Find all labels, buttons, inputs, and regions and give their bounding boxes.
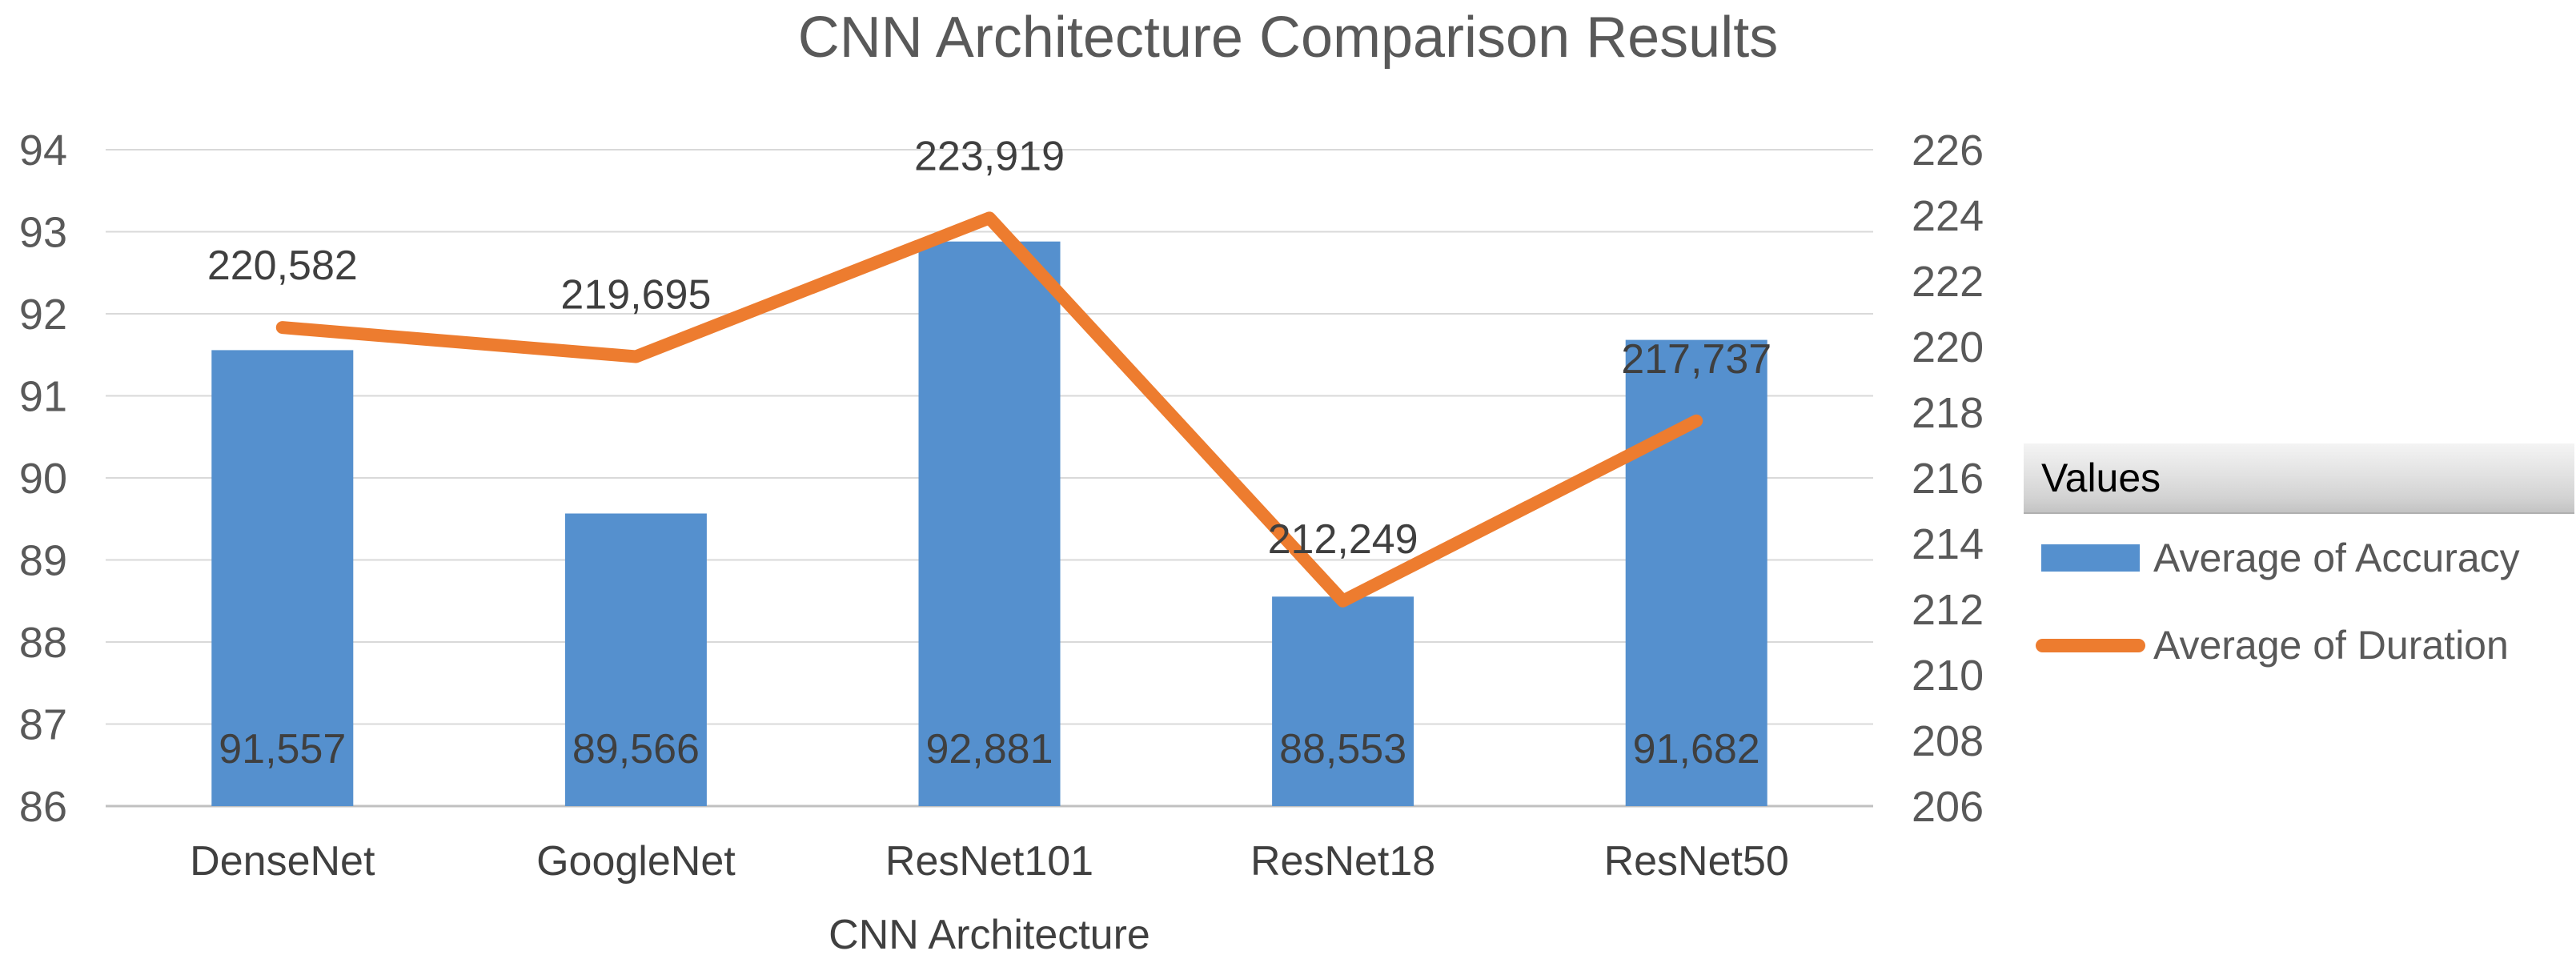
- category-label-resnet50: ResNet50: [1604, 838, 1789, 885]
- right-axis-tick: 226: [1912, 126, 1984, 175]
- bar-densenet: [211, 350, 354, 807]
- left-axis-tick: 92: [19, 291, 67, 339]
- line-data-label: 212,249: [1268, 516, 1418, 563]
- right-axis-tick: 212: [1912, 586, 1984, 634]
- left-axis-tick: 90: [19, 455, 67, 503]
- line-data-label: 220,582: [207, 243, 358, 289]
- category-label-resnet18: ResNet18: [1250, 838, 1435, 885]
- line-data-label: 223,919: [914, 133, 1065, 179]
- bar-data-label: 89,566: [572, 726, 700, 772]
- left-axis-tick: 87: [19, 701, 67, 749]
- right-axis-tick: 214: [1912, 520, 1984, 568]
- bar-data-label: 92,881: [925, 726, 1053, 772]
- left-axis-tick: 89: [19, 537, 67, 585]
- chart-title: CNN Architecture Comparison Results: [797, 6, 1779, 70]
- bar-resnet101: [918, 241, 1061, 806]
- category-label-googlenet: GoogleNet: [536, 838, 736, 885]
- bar-data-label: 88,553: [1279, 726, 1406, 772]
- right-axis-tick: 216: [1912, 455, 1984, 503]
- right-axis-tick: 218: [1912, 389, 1984, 437]
- category-label-resnet101: ResNet101: [885, 838, 1093, 885]
- right-axis-tick: 206: [1912, 783, 1984, 831]
- x-axis-title: CNN Architecture: [829, 912, 1150, 958]
- right-axis-tick: 224: [1912, 192, 1984, 240]
- bar-data-label: 91,557: [219, 726, 346, 772]
- legend-label-accuracy: Average of Accuracy: [2153, 536, 2520, 580]
- bar-data-label: 91,682: [1633, 726, 1760, 772]
- bar-resnet18: [1272, 596, 1414, 806]
- left-axis-tick: 93: [19, 209, 67, 257]
- left-axis-tick: 86: [19, 783, 67, 831]
- left-axis-tick: 94: [19, 126, 67, 175]
- legend-values-field-button: Values: [2024, 443, 2574, 514]
- accuracy-bar-swatch-icon: [2041, 544, 2140, 572]
- duration-line-swatch-icon: [2036, 639, 2145, 652]
- right-axis-tick: 210: [1912, 652, 1984, 700]
- line-data-label: 217,737: [1621, 336, 1772, 383]
- category-label-densenet: DenseNet: [190, 838, 375, 885]
- right-axis-tick: 220: [1912, 323, 1984, 371]
- right-axis-tick: 208: [1912, 717, 1984, 765]
- left-axis-tick: 91: [19, 373, 67, 421]
- left-axis-tick: 88: [19, 619, 67, 667]
- duration-line: [275, 211, 1703, 608]
- line-data-label: 219,695: [560, 272, 711, 319]
- right-axis-tick: 222: [1912, 258, 1984, 306]
- bar-googlenet: [564, 513, 707, 806]
- legend-label-duration: Average of Duration: [2153, 623, 2509, 668]
